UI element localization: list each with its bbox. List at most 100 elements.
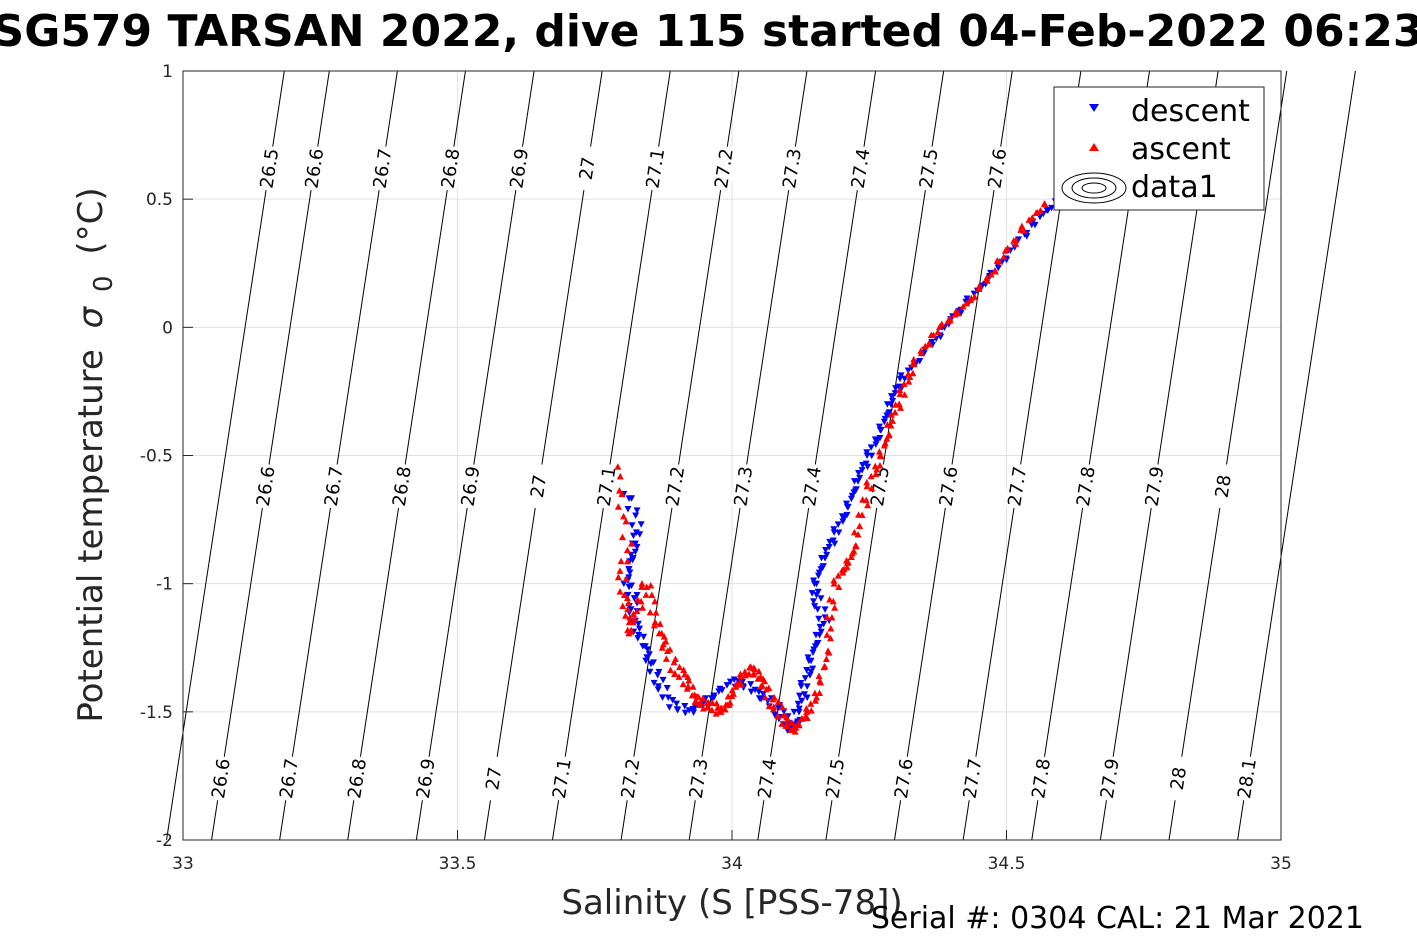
descent-point bbox=[810, 646, 818, 654]
descent-point bbox=[817, 566, 825, 573]
isopycnal-label-background bbox=[710, 145, 738, 192]
ascent-point bbox=[830, 576, 838, 584]
ascent-point bbox=[817, 678, 825, 686]
isopycnal-label: 28 bbox=[1212, 473, 1236, 499]
ascent-point bbox=[746, 663, 754, 671]
ascent-point bbox=[616, 588, 624, 595]
ascent-point bbox=[1028, 214, 1036, 221]
ascent-point bbox=[741, 671, 749, 679]
descent-point bbox=[681, 702, 689, 710]
descent-point bbox=[718, 687, 726, 694]
descent-point bbox=[663, 684, 671, 692]
ascent-point bbox=[750, 669, 758, 677]
descent-point bbox=[625, 495, 633, 502]
ascent-point bbox=[891, 408, 899, 416]
isopycnal-label-background bbox=[412, 755, 439, 802]
ascent-point bbox=[816, 689, 824, 696]
ascent-point bbox=[807, 707, 815, 714]
ascent-point bbox=[618, 533, 626, 541]
ascent-point bbox=[897, 404, 905, 411]
descent-point bbox=[633, 591, 641, 599]
ascent-point bbox=[620, 512, 628, 520]
ascent-point bbox=[629, 610, 637, 618]
ascent-point bbox=[803, 714, 811, 721]
descent-point bbox=[831, 540, 839, 548]
ascent-point bbox=[712, 710, 720, 717]
ascent-point bbox=[823, 631, 831, 638]
ascent-point bbox=[762, 685, 770, 693]
descent-point bbox=[873, 438, 881, 445]
descent-point bbox=[723, 682, 731, 689]
ascent-point bbox=[642, 591, 650, 598]
ascent-point bbox=[722, 701, 730, 708]
ascent-point bbox=[896, 386, 904, 394]
isopycnal-label-background bbox=[505, 145, 533, 192]
ascent-point bbox=[917, 347, 925, 354]
x-tick-label: 33.5 bbox=[439, 854, 477, 874]
descent-point bbox=[635, 631, 643, 639]
ascent-point bbox=[754, 675, 762, 682]
y-tick-labels: 1 0.5 0 -0.5 -1 -1.5 -2 bbox=[140, 62, 173, 851]
isopycnal-label-background bbox=[301, 145, 328, 192]
descent-point bbox=[854, 478, 862, 485]
ascent-point bbox=[737, 681, 745, 688]
ascent-point bbox=[728, 692, 736, 699]
descent-point bbox=[628, 522, 636, 529]
isopycnal-label-background bbox=[959, 755, 986, 802]
descent-point bbox=[872, 441, 880, 448]
legend: descent ascent data1 bbox=[1053, 86, 1265, 211]
ascent-point bbox=[625, 599, 633, 607]
descent-point bbox=[815, 569, 823, 577]
descent-point bbox=[887, 401, 895, 408]
isopycnal-line bbox=[688, 70, 808, 841]
isopycnal-line bbox=[415, 70, 535, 841]
ascent-point bbox=[900, 380, 908, 387]
isopycnal-label-background bbox=[252, 462, 279, 510]
descent-point bbox=[856, 474, 864, 482]
descent-point bbox=[634, 635, 642, 642]
isopycnal-line bbox=[211, 70, 330, 841]
ascent-point bbox=[704, 699, 712, 706]
descent-point bbox=[633, 507, 641, 514]
isopycnal-label-background bbox=[388, 462, 416, 510]
legend-contour-marker bbox=[1061, 172, 1127, 204]
x-tick-label: 33 bbox=[172, 854, 194, 874]
ascent-point bbox=[732, 683, 740, 690]
descent-point bbox=[817, 628, 825, 636]
descent-point bbox=[798, 697, 806, 705]
ascent-series bbox=[614, 200, 1049, 735]
ascent-point bbox=[887, 411, 895, 418]
legend-box bbox=[1053, 86, 1265, 211]
descent-point bbox=[811, 643, 819, 650]
ascent-point bbox=[617, 557, 625, 565]
ascent-point bbox=[1037, 206, 1045, 214]
descent-point bbox=[669, 697, 677, 704]
isopycnal-label-background bbox=[617, 755, 644, 802]
descent-point bbox=[881, 415, 889, 423]
isopycnal-label-background bbox=[866, 462, 894, 510]
descent-point bbox=[726, 678, 734, 686]
isopycnal-label-background bbox=[847, 145, 874, 192]
ascent-point bbox=[648, 591, 656, 598]
isopycnal-label-background bbox=[437, 145, 464, 192]
descent-point bbox=[994, 264, 1002, 272]
descent-point bbox=[821, 606, 829, 613]
serial-cal-footer: Serial #: 0304 CAL: 21 Mar 2021 bbox=[871, 901, 1364, 936]
ascent-point bbox=[905, 378, 913, 385]
ascent-point bbox=[983, 274, 991, 281]
ascent-point bbox=[651, 618, 659, 626]
ascent-point bbox=[758, 681, 766, 689]
isopycnal-label-background bbox=[778, 145, 806, 192]
y-tick-label: -1.5 bbox=[140, 703, 173, 723]
descent-point bbox=[673, 706, 681, 713]
ascent-point bbox=[629, 618, 637, 626]
axis-ticks bbox=[182, 70, 1282, 841]
descent-point bbox=[825, 544, 833, 551]
ascent-point bbox=[830, 580, 838, 587]
descent-point bbox=[639, 643, 647, 650]
ascent-point bbox=[618, 490, 626, 498]
ascent-point bbox=[827, 625, 835, 632]
ascent-point bbox=[717, 708, 725, 715]
isopycnal-label-background bbox=[256, 145, 283, 192]
ascent-point bbox=[835, 583, 843, 590]
